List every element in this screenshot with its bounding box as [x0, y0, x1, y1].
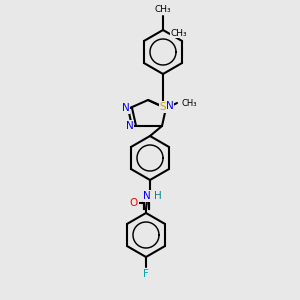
Text: CH₃: CH₃	[171, 28, 188, 38]
Text: N: N	[126, 121, 134, 131]
Text: S: S	[160, 102, 166, 112]
Text: F: F	[143, 269, 149, 279]
Text: N: N	[122, 103, 130, 113]
Text: O: O	[130, 198, 138, 208]
Text: CH₃: CH₃	[155, 5, 171, 14]
Text: CH₃: CH₃	[182, 98, 197, 107]
Text: N: N	[166, 101, 174, 111]
Text: H: H	[154, 191, 162, 201]
Text: N: N	[143, 191, 151, 201]
